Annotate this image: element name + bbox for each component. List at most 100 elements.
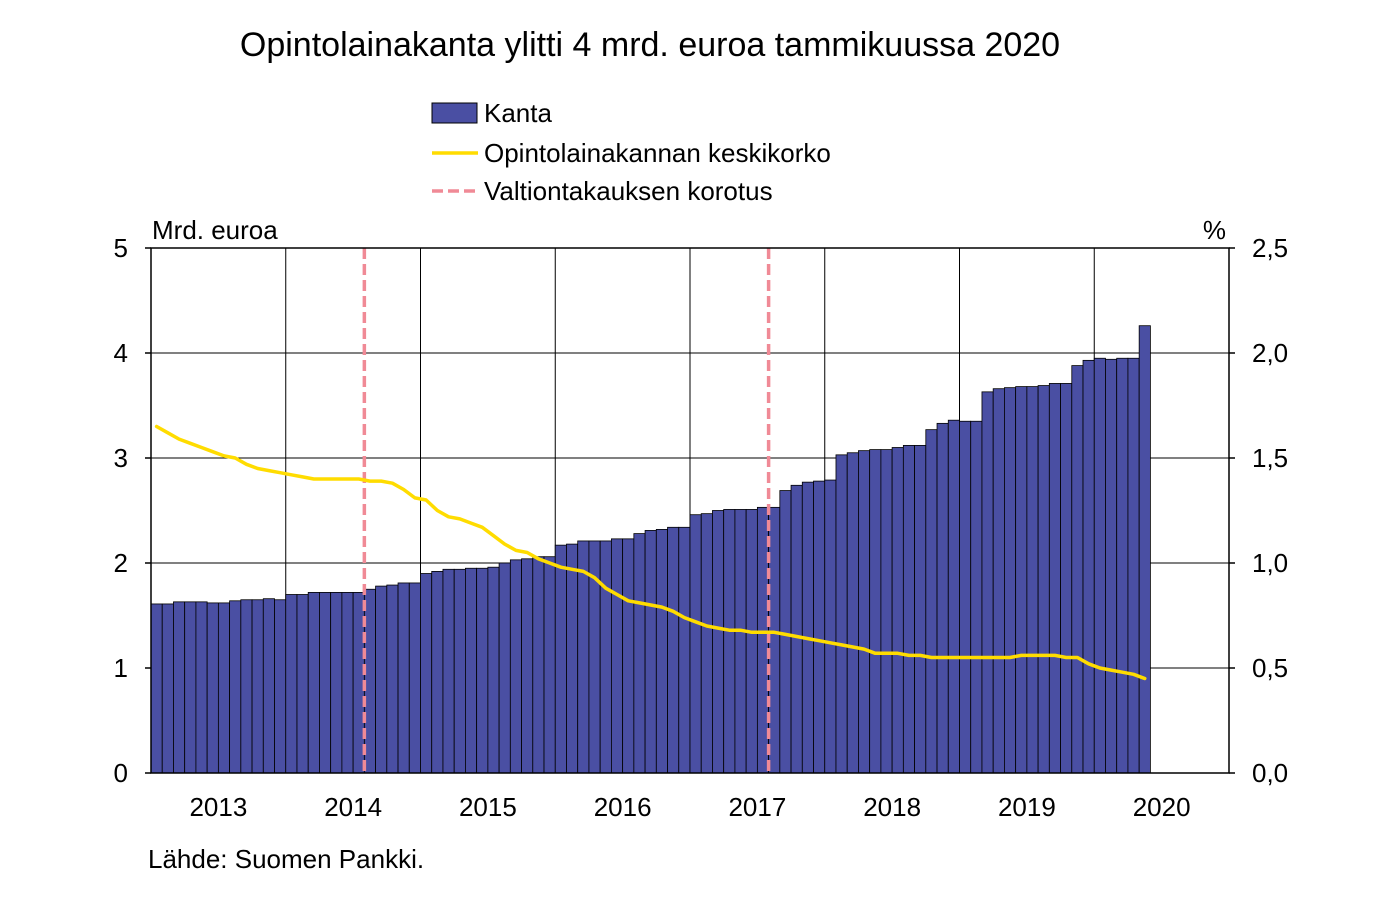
line-keskikorko [154,424,1147,681]
bar-kanta [869,449,882,774]
bar-kanta [296,594,309,774]
x-tick-label: 2018 [863,792,921,822]
bar-kanta [509,559,522,774]
x-tick-label: 2015 [459,792,517,822]
bar-kanta [667,526,680,774]
bar-kanta [442,568,455,774]
y-tick-left: 0 [114,758,128,788]
bar-kanta [970,420,983,774]
bar-kanta [1048,383,1061,774]
x-tick-label: 2020 [1133,792,1191,822]
bar-kanta [858,450,871,774]
bar-kanta [992,388,1005,774]
bar-kanta [577,540,590,774]
bar-kanta [824,479,837,774]
x-tick-label: 2017 [728,792,786,822]
bar-kanta [543,556,556,774]
right-axis-label: % [1203,215,1226,245]
bar-kanta [981,391,994,774]
bar-kanta [1093,357,1106,774]
bar-kanta [779,490,792,774]
y-axis-left-ticks: 0 1 2 3 4 5 [114,233,151,788]
series-line-keskikorko [154,424,1147,681]
bar-kanta [1071,365,1084,774]
y-tick-left: 4 [114,338,128,368]
y-tick-right: 2,0 [1252,338,1288,368]
y-tick-right: 1,5 [1252,443,1288,473]
bar-kanta [599,540,612,774]
bar-kanta [723,509,736,774]
bars-kanta [150,325,1151,774]
vertical-markers [362,248,771,773]
bar-kanta [914,444,927,774]
x-tick-label: 2014 [324,792,382,822]
source-note: Lähde: Suomen Pankki. [148,844,424,874]
legend: Kanta Opintolainakannan keskikorko Valtion… [431,98,831,206]
bar-kanta [835,454,848,774]
y-axis-right-ticks: 0,0 0,5 1,0 1,5 2,0 2,5 [1229,233,1288,788]
bar-kanta [498,562,511,774]
y-tick-right: 0,5 [1252,653,1288,683]
plot-area-border [150,247,1230,774]
bar-kanta [902,444,915,774]
bar-kanta [633,533,646,774]
y-tick-left: 1 [114,653,128,683]
bar-kanta [1138,325,1151,774]
bar-kanta [1105,358,1118,774]
y-tick-left: 3 [114,443,128,473]
y-tick-left: 5 [114,233,128,263]
bar-kanta [936,422,949,774]
x-axis-ticks: 2013 2014 2015 2016 2017 2018 2019 2020 [189,792,1190,822]
bar-kanta [959,420,972,774]
bar-kanta [274,599,287,774]
bar-kanta [554,544,567,774]
y-tick-left: 2 [114,548,128,578]
bar-kanta [700,513,713,774]
bar-kanta [813,480,826,774]
bar-kanta [1015,386,1028,774]
bar-kanta [195,601,208,774]
bar-kanta [476,567,489,774]
bar-kanta [880,449,893,774]
bar-kanta [229,600,242,774]
bar-kanta [1037,385,1050,774]
bar-kanta [150,603,163,774]
bar-kanta [217,602,231,774]
bar-kanta [341,592,354,774]
legend-swatch-bar [431,102,478,124]
bar-kanta [891,447,904,774]
bar-kanta [846,452,859,774]
bar-kanta [307,592,320,774]
bar-kanta [487,566,500,774]
y-tick-right: 0,0 [1252,758,1288,788]
bar-kanta [790,484,803,774]
bar-kanta [251,599,264,774]
x-tick-label: 2019 [998,792,1056,822]
bar-kanta [734,509,747,774]
bar-kanta [610,538,624,774]
bar-kanta [173,601,186,774]
bar-kanta [240,599,253,774]
bar-kanta [925,429,938,774]
bar-kanta [678,526,691,774]
bar-kanta [465,567,478,774]
legend-label: Opintolainakannan keskikorko [484,138,831,168]
x-tick-label: 2013 [189,792,247,822]
bar-kanta [420,573,433,774]
bar-kanta [521,558,534,774]
bar-kanta [947,419,960,774]
bar-kanta [206,602,219,774]
bar-kanta [319,592,332,774]
plot-frame [150,247,1230,774]
bar-kanta [262,598,275,774]
bar-kanta [285,594,298,774]
bar-kanta [712,510,725,774]
bar-kanta [330,592,343,774]
y-tick-right: 1,0 [1252,548,1288,578]
bar-kanta [386,584,399,774]
left-axis-label: Mrd. euroa [152,215,278,245]
bar-kanta [1004,387,1017,774]
bar-kanta [655,529,668,774]
bar-kanta [408,582,421,774]
bar-kanta [184,601,197,774]
